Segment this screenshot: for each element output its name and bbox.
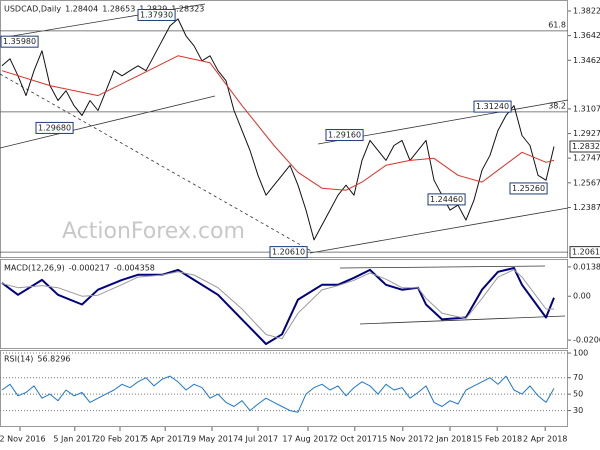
trend-line: [339, 265, 546, 269]
level-label: 1.20610: [572, 248, 600, 257]
y-tick-label: 1.2567: [573, 178, 600, 187]
y-tick-label: -0.020648: [573, 336, 600, 345]
y-tick-label: 100: [573, 349, 588, 358]
trend-line: [359, 315, 566, 325]
header-value: 1.28323: [171, 5, 204, 14]
label-box: [473, 100, 512, 113]
series-line: [1, 18, 555, 241]
header-value: 56.8296: [37, 355, 70, 364]
level-label: 38.2: [548, 101, 566, 110]
annotation: 1.35980: [3, 37, 36, 46]
y-tick-label: 0.013802: [573, 262, 600, 271]
annotation: 1.29680: [38, 123, 71, 132]
x-tick-label: 15 Nov 2017: [377, 435, 428, 444]
label-box: [569, 246, 600, 259]
y-tick-label: 1.34620: [573, 56, 600, 65]
series-line: [1, 269, 554, 340]
header-value: -0.000217: [69, 264, 110, 273]
panel-title: MACD(12,26,9): [4, 264, 65, 273]
panel-title: RSI(14): [4, 355, 33, 364]
label-box: [427, 193, 466, 206]
current-price: 1.28323: [572, 142, 600, 151]
header-value: 1.28653: [102, 5, 135, 14]
annotation: 1.24460: [430, 195, 463, 204]
trend-line: [309, 207, 569, 254]
series-line: [1, 55, 555, 191]
macd-frame: [0, 259, 568, 349]
y-tick-label: 1.36420: [573, 31, 600, 40]
x-tick-label: 2 Jan 2018: [429, 435, 472, 444]
x-tick-label: 15 Feb 2018: [472, 435, 522, 444]
annotation: 1.31240: [476, 102, 509, 111]
annotation: 1.20610: [272, 248, 305, 257]
panel-title: USDCAD,Daily: [4, 5, 61, 14]
series-line: [1, 375, 555, 413]
series-line: [1, 267, 555, 345]
trend-line: [0, 95, 216, 149]
header-value: 1.28404: [65, 5, 98, 14]
y-tick-label: 1.29270: [573, 129, 600, 138]
label-box: [569, 140, 600, 153]
y-tick-label: 70: [573, 373, 583, 382]
level-label: 61.8: [548, 20, 566, 29]
annotation: 1.25260: [512, 184, 545, 193]
x-tick-label: 20 Feb 2017: [95, 435, 145, 444]
x-tick-label: 5 Jan 2017: [53, 435, 96, 444]
header-value: -0.004358: [114, 264, 155, 273]
label-box: [325, 129, 364, 142]
y-tick-label: 1.3107: [573, 104, 600, 113]
annotation: 1.37930: [140, 10, 173, 19]
label-box: [509, 182, 548, 195]
label-box: [35, 121, 74, 134]
label-box: [137, 8, 176, 21]
x-tick-label: 2 Apr 2018: [523, 435, 567, 444]
x-tick-label: 2 Oct 2017: [333, 435, 377, 444]
y-tick-label: 1.38220: [573, 6, 600, 15]
y-tick-label: 0.00: [573, 292, 591, 301]
x-tick-label: 19 May 2017: [186, 435, 238, 444]
x-tick-label: 4 Jul 2017: [238, 435, 278, 444]
label-box: [269, 246, 308, 259]
y-tick-label: 30: [573, 406, 583, 415]
x-tick-label: 5 Apr 2017: [143, 435, 187, 444]
trend-line: [0, 73, 314, 253]
annotation: 1.29160: [328, 131, 361, 140]
watermark: ActionForex.com: [62, 219, 245, 244]
y-tick-label: 1.2387: [573, 203, 600, 212]
x-tick-label: 17 Aug 2017: [282, 435, 333, 444]
y-tick-label: 50: [573, 390, 583, 399]
y-tick-label: 1.2747: [573, 154, 600, 163]
rsi-frame: [0, 350, 568, 427]
label-box: [0, 35, 39, 48]
x-tick-label: 22 Nov 2016: [0, 435, 46, 444]
